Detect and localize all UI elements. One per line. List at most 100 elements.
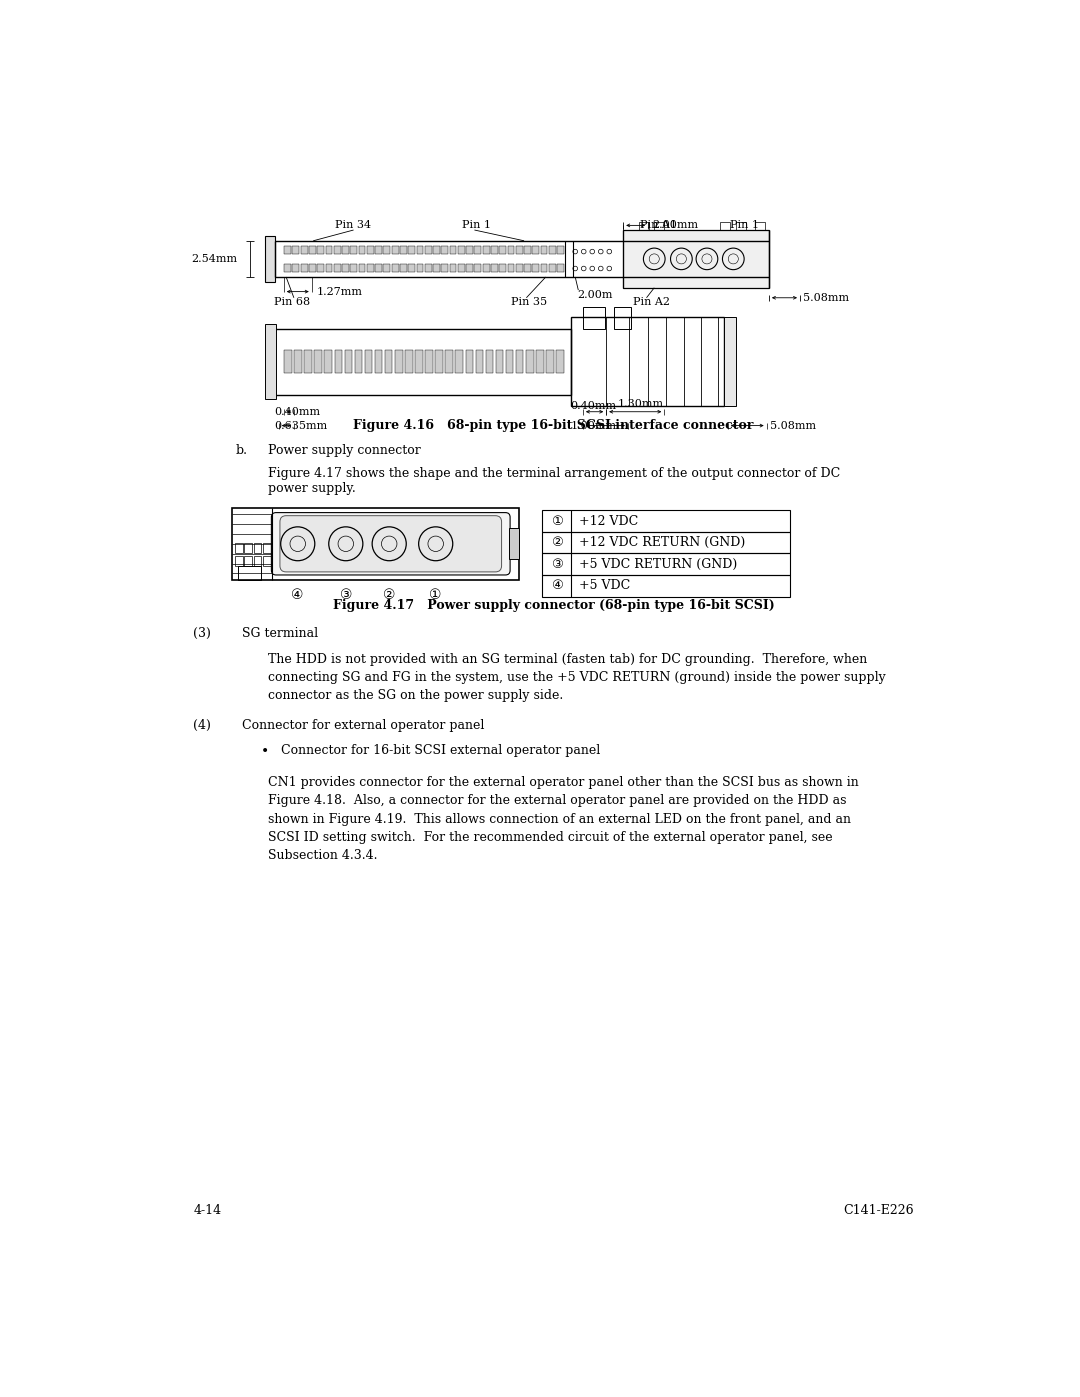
Bar [549,246,556,254]
Bar [262,556,271,566]
Bar [350,264,357,271]
Bar [293,264,299,271]
Text: ④: ④ [551,580,563,592]
Bar [325,264,333,271]
Text: shown in Figure 4.19.  This allows connection of an external LED on the front pa: shown in Figure 4.19. This allows connec… [268,813,851,826]
Text: ③: ③ [339,588,352,602]
Bar [235,543,243,553]
Bar [417,246,423,254]
FancyBboxPatch shape [271,513,510,576]
Bar [433,246,440,254]
Bar [491,264,498,271]
Bar [244,543,252,553]
Text: +5 VDC: +5 VDC [579,580,631,592]
Bar [735,222,745,231]
Bar [426,351,433,373]
Bar [350,246,357,254]
Text: b.: b. [235,444,247,457]
Bar [384,351,392,373]
Bar [408,246,415,254]
Bar [305,351,312,373]
Bar [532,246,539,254]
Text: Connector for external operator panel: Connector for external operator panel [242,719,484,732]
Text: Subsection 4.3.4.: Subsection 4.3.4. [268,849,378,862]
Bar [345,351,352,373]
Bar [417,264,423,271]
Bar [516,264,523,271]
Bar [583,307,605,328]
Text: 1.00mm: 1.00mm [570,420,617,430]
Bar [467,246,473,254]
Bar [334,246,340,254]
Text: ①: ① [551,514,563,528]
Bar [483,264,489,271]
Bar [445,351,453,373]
Bar [424,264,432,271]
Bar [442,264,448,271]
Text: Figure 4.16   68-pin type 16-bit SCSI interface connector: Figure 4.16 68-pin type 16-bit SCSI inte… [353,419,754,432]
Bar [516,351,524,373]
Text: CN1 provides connector for the external operator panel other than the SCSI bus a: CN1 provides connector for the external … [268,777,859,789]
Bar [300,246,308,254]
Bar [542,576,789,597]
Text: 2.00mm: 2.00mm [652,221,699,231]
Text: 0.40mm: 0.40mm [274,407,321,416]
Bar [392,264,399,271]
Bar [254,556,261,566]
Bar [335,351,342,373]
Bar [613,307,631,328]
Bar [383,246,390,254]
Bar [244,556,252,566]
Bar [516,246,523,254]
Text: Pin 35: Pin 35 [511,298,546,307]
Bar [623,231,769,288]
Bar [433,264,440,271]
Bar [524,246,531,254]
Bar [435,351,443,373]
Text: Pin A2: Pin A2 [633,298,670,307]
Text: Figure 4.18.  Also, a connector for the external operator panel are provided on : Figure 4.18. Also, a connector for the e… [268,795,847,807]
Text: ②: ② [551,536,563,549]
Bar [532,264,539,271]
Bar [449,264,457,271]
Bar [405,351,413,373]
Bar [541,246,548,254]
Text: 5.08mm: 5.08mm [770,420,815,430]
Text: +5 VDC RETURN (GND): +5 VDC RETURN (GND) [579,557,738,571]
Text: 0.635mm: 0.635mm [274,420,327,430]
Text: 1.27mm: 1.27mm [318,286,363,296]
Bar [342,264,349,271]
Bar [367,264,374,271]
Bar [254,543,261,553]
Bar [456,351,463,373]
Bar [415,351,422,373]
Text: Figure 4.17 shows the shape and the terminal arrangement of the output connector: Figure 4.17 shows the shape and the term… [268,467,840,479]
Bar [755,222,765,231]
Bar [654,222,664,231]
Text: 4-14: 4-14 [193,1204,221,1218]
FancyBboxPatch shape [280,515,501,571]
Bar [491,246,498,254]
Text: Pin 68: Pin 68 [274,298,311,307]
Bar [400,264,407,271]
Bar [508,264,514,271]
Bar [383,264,390,271]
Bar [284,246,291,254]
Bar [720,222,730,231]
Bar [442,246,448,254]
Text: +12 VDC RETURN (GND): +12 VDC RETURN (GND) [579,536,745,549]
Bar [266,324,276,400]
Text: Pin 1: Pin 1 [730,221,759,231]
Bar [395,351,403,373]
Bar [284,264,291,271]
Bar [365,351,373,373]
Bar [375,351,382,373]
Bar [557,264,564,271]
Bar [474,246,482,254]
Bar [238,566,261,580]
Bar [508,246,514,254]
Bar [367,246,374,254]
Bar [465,351,473,373]
Bar [262,543,271,553]
Text: Figure 4.17   Power supply connector (68-pin type 16-bit SCSI): Figure 4.17 Power supply connector (68-p… [333,599,774,612]
